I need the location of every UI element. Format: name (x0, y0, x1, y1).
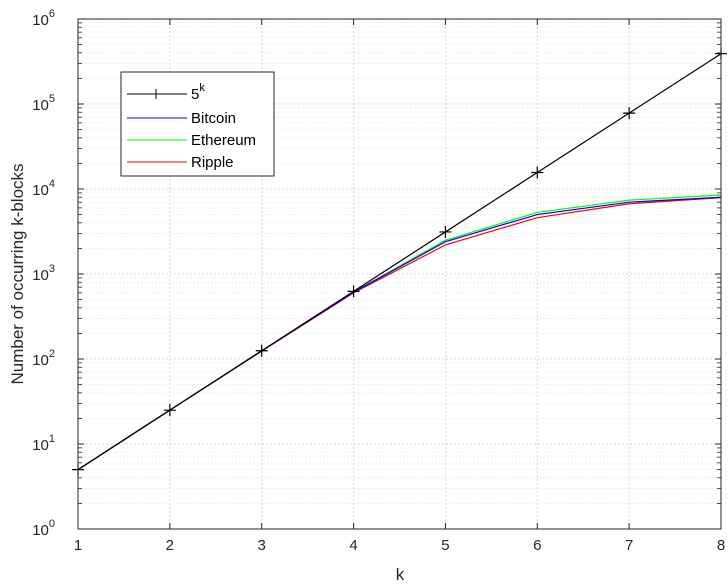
legend-label-ripple: Ripple (191, 154, 234, 171)
y-tick-label: 100 (32, 518, 55, 539)
y-tick-label: 102 (32, 348, 55, 369)
legend: 5k Bitcoin Ethereum Ripple (120, 71, 275, 177)
data-point-5k (347, 285, 360, 298)
y-tick-exponent: 5 (49, 93, 55, 105)
x-tick-label: 8 (717, 537, 725, 554)
data-point-5k (531, 166, 544, 179)
y-tick-base: 10 (32, 97, 49, 114)
y-tick-exponent: 4 (49, 178, 55, 190)
data-point-5k (255, 344, 268, 357)
y-tick-label: 105 (32, 93, 55, 114)
y-tick-base: 10 (32, 522, 49, 539)
series-layer (72, 47, 727, 476)
y-tick-label: 103 (32, 263, 55, 284)
series-line-5k (77, 53, 722, 471)
y-tick-exponent: 0 (49, 518, 55, 530)
legend-item-bitcoin: Bitcoin (127, 110, 236, 127)
legend-label-5k-base: 5 (191, 86, 199, 103)
y-tick-base: 10 (32, 352, 49, 369)
data-point-5k (439, 225, 452, 238)
legend-box (120, 71, 275, 177)
legend-item-5k: 5k (127, 82, 205, 103)
x-tick-label: 5 (441, 537, 449, 554)
legend-label-bitcoin: Bitcoin (191, 110, 236, 127)
x-axis-label: k (396, 565, 405, 584)
legend-label-5k: 5k (191, 82, 205, 103)
y-tick-exponent: 6 (49, 8, 55, 20)
data-point-5k (623, 107, 636, 120)
legend-marker-5k (151, 89, 161, 99)
x-tick-label: 2 (166, 537, 174, 554)
x-tick-label: 4 (349, 537, 357, 554)
axis-ticks (77, 18, 722, 530)
legend-label-ethereum: Ethereum (191, 132, 256, 149)
y-tick-exponent: 1 (49, 433, 55, 445)
y-tick-base: 10 (32, 182, 49, 199)
y-tick-label: 101 (32, 433, 55, 454)
y-tick-base: 10 (32, 437, 49, 454)
y-axis-label: Number of occurring k-blocks (8, 163, 27, 384)
y-tick-exponent: 2 (49, 348, 55, 360)
legend-item-ripple: Ripple (127, 154, 234, 171)
x-tick-label: 3 (258, 537, 266, 554)
x-tick-label: 6 (533, 537, 541, 554)
y-tick-label: 104 (32, 178, 55, 199)
x-tick-label: 1 (74, 537, 82, 554)
data-point-5k (163, 404, 176, 417)
y-tick-exponent: 3 (49, 263, 55, 275)
y-tick-base: 10 (32, 12, 49, 29)
legend-item-ethereum: Ethereum (127, 132, 256, 149)
y-tick-label: 106 (32, 8, 55, 29)
x-tick-label: 7 (625, 537, 633, 554)
y-tick-base: 10 (32, 267, 49, 284)
x-tick-labels: 1 2 3 4 5 6 7 8 (74, 537, 725, 554)
legend-label-5k-sup: k (199, 82, 205, 94)
